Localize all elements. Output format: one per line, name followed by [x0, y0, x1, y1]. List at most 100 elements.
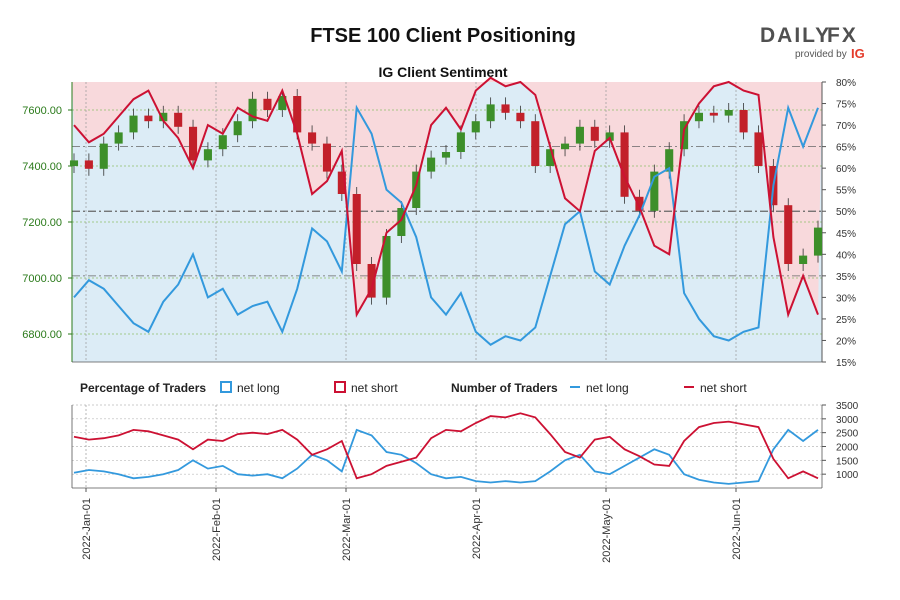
candle-body — [546, 149, 555, 166]
sentiment-tick-label: 75% — [836, 100, 856, 111]
brand-fx: FX — [827, 24, 858, 47]
candle-body — [724, 110, 733, 116]
candle-body — [278, 96, 287, 110]
date-tick-label: 2022-Apr-01 — [471, 498, 483, 559]
candle-body — [233, 121, 242, 136]
candle-body — [159, 112, 168, 122]
count-tick-label: 1500 — [836, 456, 859, 467]
candle-body — [501, 104, 510, 113]
candle-body — [635, 196, 644, 211]
sentiment-tick-label: 30% — [836, 293, 856, 304]
net-short-area — [72, 77, 822, 315]
candle-body — [441, 152, 451, 158]
candle-body — [248, 98, 257, 122]
date-tick-label: 2022-Jan-01 — [81, 498, 93, 560]
legend-num-short: net short — [700, 381, 747, 395]
sentiment-tick-label: 65% — [836, 143, 856, 154]
candle-body — [784, 205, 793, 264]
sentiment-tick-label: 25% — [836, 315, 856, 326]
candle-body — [709, 112, 718, 116]
candle-body — [590, 126, 599, 141]
candle-body — [754, 132, 763, 166]
candle-body — [84, 160, 93, 169]
candle-body — [293, 96, 302, 133]
candle-body — [218, 135, 227, 150]
candle-body — [531, 121, 540, 166]
chart-subtitle: IG Client Sentiment — [378, 64, 507, 80]
candle-body — [367, 264, 376, 298]
candle-body — [352, 194, 361, 264]
candle-body — [739, 110, 748, 133]
candle-body — [397, 208, 406, 236]
brand-daily: DAILY — [760, 24, 831, 47]
brand-provided-by: provided by — [795, 49, 847, 60]
price-tick-label: 7400.00 — [22, 161, 62, 173]
date-axis: 2022-Jan-01 2022-Feb-01 2022-Mar-01 2022-Ap… — [81, 488, 743, 563]
candle-body — [412, 171, 421, 208]
net-short-pct-line — [73, 76, 819, 319]
sentiment-tick-label: 50% — [836, 207, 856, 218]
candle-body — [69, 160, 79, 166]
candle-body — [456, 132, 465, 152]
candle-body — [620, 132, 629, 197]
date-tick-label: 2022-Mar-01 — [341, 498, 353, 561]
date-tick-label: 2022-Jun-01 — [731, 498, 743, 560]
brand-ig: IG — [851, 46, 865, 61]
net-long-count-line — [73, 428, 819, 485]
sentiment-tick-label: 20% — [836, 336, 856, 347]
candle-body — [308, 132, 317, 144]
candle-body — [694, 112, 704, 122]
price-tick-label: 7200.00 — [22, 217, 62, 229]
candle-body — [114, 132, 123, 144]
candle-body — [174, 112, 183, 127]
legend-pct-long-swatch — [220, 381, 232, 393]
sentiment-tick-label: 15% — [836, 358, 856, 369]
candle-body — [322, 143, 332, 172]
chart-title: FTSE 100 Client Positioning — [310, 25, 576, 47]
date-tick-label: 2022-Feb-01 — [211, 498, 223, 561]
trader-count-panel: 1000 1500 2000 2500 3000 3500 — [71, 401, 859, 489]
price-tick-label: 6800.00 — [22, 329, 62, 341]
net-long-pct-line — [73, 104, 819, 347]
legend-pct-long: net long — [237, 381, 280, 395]
count-tick-label: 3000 — [836, 415, 859, 426]
candle-body — [337, 171, 346, 194]
sentiment-tick-label: 60% — [836, 164, 856, 175]
count-tick-label: 3500 — [836, 401, 859, 412]
legend-pct-title: Percentage of Traders — [80, 381, 206, 395]
candle-body — [144, 115, 153, 122]
candle-body — [188, 126, 198, 161]
candle-body — [575, 126, 584, 144]
candle-body — [263, 98, 272, 110]
price-tick-label: 7000.00 — [22, 273, 62, 285]
candle-body — [99, 143, 108, 169]
sentiment-tick-label: 40% — [836, 250, 856, 261]
candle-body — [605, 132, 614, 141]
candle-body — [516, 112, 525, 122]
candle-body — [486, 104, 495, 122]
legend-num-title: Number of Traders — [451, 381, 558, 395]
candle-body — [427, 157, 436, 172]
sentiment-tick-label: 70% — [836, 121, 856, 132]
date-tick-label: 2022-May-01 — [601, 498, 613, 563]
candle-body — [813, 227, 823, 256]
net-short-count-line — [73, 412, 819, 480]
count-tick-label: 2000 — [836, 443, 859, 454]
candle-body — [650, 171, 659, 211]
count-tick-label: 1000 — [836, 470, 859, 481]
candle-body — [203, 149, 212, 161]
legend: Percentage of Traders net long net short… — [80, 381, 747, 395]
sentiment-tick-label: 80% — [836, 78, 856, 89]
sentiment-tick-label: 35% — [836, 272, 856, 283]
count-tick-label: 2500 — [836, 429, 859, 440]
candle-body — [471, 121, 480, 133]
candle-body — [665, 149, 674, 172]
legend-pct-short-swatch — [334, 381, 346, 393]
candle-body — [560, 143, 570, 150]
price-sentiment-panel: 6800.00 7000.00 7200.00 7400.00 7600.00 15% 20… — [22, 76, 856, 369]
dailyfx-logo: DAILY FX provided by IG — [760, 24, 865, 61]
price-tick-label: 7600.00 — [22, 105, 62, 117]
candle-body — [382, 236, 391, 298]
candle-body — [129, 115, 138, 133]
